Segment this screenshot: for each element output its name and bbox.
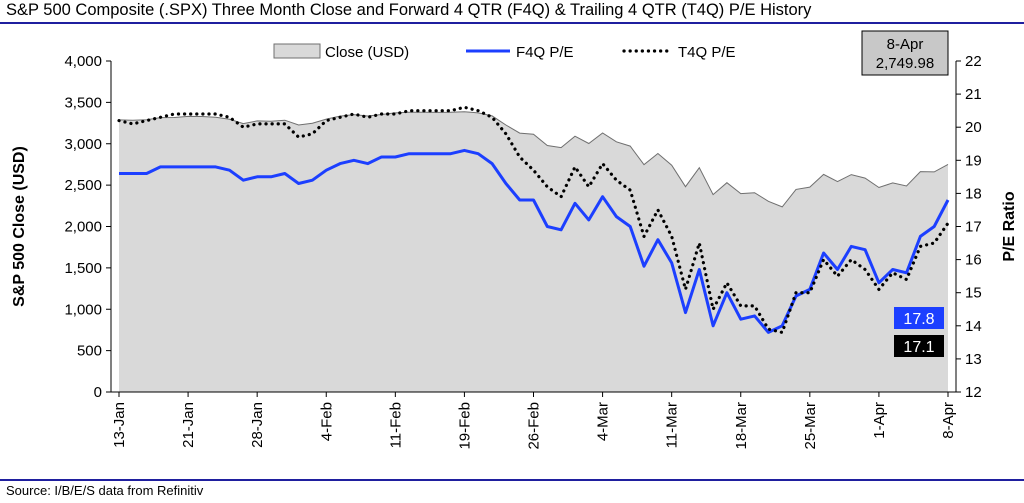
right-tick-label: 20: [965, 119, 982, 136]
x-tick-label: 21-Jan: [180, 402, 197, 448]
top-rule: [0, 22, 1024, 24]
right-tick-label: 17: [965, 219, 982, 236]
x-tick-label: 13-Jan: [111, 402, 128, 448]
legend-close-swatch: [273, 43, 321, 59]
right-tick-label: 16: [965, 252, 982, 269]
left-tick-label: 2,000: [64, 219, 102, 236]
left-tick-label: 4,000: [64, 53, 102, 70]
x-tick-label: 11-Mar: [664, 402, 681, 448]
x-tick-label: 8-Apr: [940, 402, 957, 439]
right-tick-label: 21: [965, 86, 982, 103]
x-tick-label: 26-Feb: [526, 402, 543, 450]
f4q-pe-line: [119, 148, 950, 334]
legend-t4q-label: T4Q P/E: [678, 44, 736, 61]
date-box-value: 2,749.98: [876, 55, 934, 72]
right-tick-label: 22: [965, 53, 982, 70]
chart: 0 500 1,000 1,500 2,000 2,500 3,000 3,500 4,000 1…: [11, 30, 1018, 450]
t4q-last-value: 17.1: [903, 339, 934, 356]
x-tick-label: 1-Apr: [871, 402, 888, 439]
legend-close-label: Close (USD): [325, 44, 409, 61]
legend-f4q-label: F4Q P/E: [516, 44, 574, 61]
f4q-last-badge: [894, 307, 944, 329]
bottom-rule: [0, 479, 1024, 481]
left-tick-label: 0: [94, 384, 102, 401]
right-tick-label: 15: [965, 285, 982, 302]
right-axis-title: P/E Ratio: [1001, 191, 1018, 261]
left-tick-label: 500: [77, 343, 102, 360]
left-tick-label: 2,500: [64, 177, 102, 194]
x-tick-label: 4-Feb: [318, 402, 335, 441]
left-tick-label: 1,500: [64, 260, 102, 277]
x-tick-label: 11-Feb: [387, 402, 404, 448]
chart-title: S&P 500 Composite (.SPX) Three Month Clo…: [6, 1, 812, 19]
close-line: [118, 111, 949, 208]
close-area: [119, 111, 948, 393]
right-tick-label: 12: [965, 384, 982, 401]
f4q-last-value: 17.8: [903, 311, 934, 328]
x-tick-label: 25-Mar: [802, 402, 819, 450]
t4q-last-badge: [894, 335, 944, 357]
x-tick-label: 18-Mar: [733, 402, 750, 450]
left-tick-label: 1,000: [64, 301, 102, 318]
right-tick-label: 13: [965, 351, 982, 368]
date-box-date: 8-Apr: [887, 36, 924, 53]
left-axis-title: S&P 500 Close (USD): [11, 146, 28, 307]
date-value-box: [861, 30, 949, 76]
left-tick-label: 3,500: [64, 94, 102, 111]
right-tick-label: 18: [965, 185, 982, 202]
left-tick-label: 3,000: [64, 136, 102, 153]
x-tick-label: 19-Feb: [456, 402, 473, 450]
x-tick-label: 4-Mar: [595, 402, 612, 441]
source-note: Source: I/B/E/S data from Refinitiv: [6, 483, 204, 498]
x-tick-label: 28-Jan: [249, 402, 266, 448]
right-tick-label: 19: [965, 152, 982, 169]
right-tick-label: 14: [965, 318, 982, 335]
